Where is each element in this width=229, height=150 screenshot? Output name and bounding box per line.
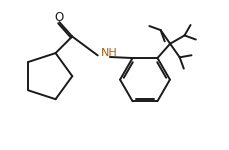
Text: NH: NH (100, 48, 117, 58)
Text: O: O (55, 11, 64, 24)
